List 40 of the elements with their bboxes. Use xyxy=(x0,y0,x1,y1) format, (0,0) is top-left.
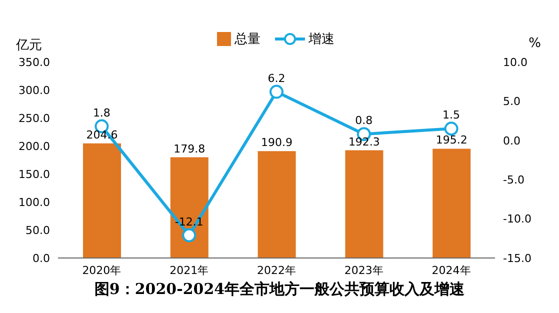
point xyxy=(182,228,196,242)
y2-tick-label: 0.0 xyxy=(503,134,520,148)
point xyxy=(270,84,284,99)
y2-axis-title: % xyxy=(528,36,541,51)
data-label: 1.5 xyxy=(442,108,460,122)
data-label: 1.8 xyxy=(92,106,110,120)
y-axis-title: 亿元 xyxy=(16,37,42,54)
y-tick-label: 300.0 xyxy=(18,84,50,97)
bar xyxy=(83,143,121,258)
data-label: 195.2 xyxy=(436,134,468,147)
y-tick-label: 50.0 xyxy=(26,224,50,237)
y-tick-label: 0.0 xyxy=(32,252,50,265)
y-tick-label: 350.0 xyxy=(18,56,50,69)
data-label: 6.2 xyxy=(268,72,286,85)
bar xyxy=(170,157,208,258)
y-tick-label: 100.0 xyxy=(18,196,50,209)
data-label: 192.3 xyxy=(348,135,380,148)
text: 图9：2020-2024年全市地方一般公共预算收入及增速 xyxy=(93,280,466,299)
y2-tick-label: -5.0 xyxy=(503,174,524,187)
y2-tick-label: 10.0 xyxy=(503,56,528,69)
data-label: 179.8 xyxy=(174,142,206,156)
x-tick-label: 2021年 xyxy=(170,264,209,277)
y2-tick-label: 5.0 xyxy=(503,95,520,108)
x-tick-label: 2024年 xyxy=(432,264,471,277)
bar xyxy=(345,150,384,258)
x-tick-label: 2022年 xyxy=(257,264,296,277)
bar xyxy=(432,148,471,258)
legend-label: 总量 xyxy=(234,31,260,48)
y2-tick-label: -15.0 xyxy=(503,252,532,265)
y-tick-label: 250.0 xyxy=(18,112,50,125)
bar xyxy=(258,151,296,258)
legend-label: 增速 xyxy=(308,31,334,48)
data-label: 190.9 xyxy=(261,136,293,150)
y-tick-label: 150.0 xyxy=(18,168,50,181)
x-tick-label: 2023年 xyxy=(344,264,384,277)
point xyxy=(444,122,458,136)
y2-tick-label: -10.0 xyxy=(503,212,532,226)
data-label: 0.8 xyxy=(355,114,373,128)
y-tick-label: 200.0 xyxy=(18,140,50,153)
x-tick-label: 2020年 xyxy=(82,264,122,277)
